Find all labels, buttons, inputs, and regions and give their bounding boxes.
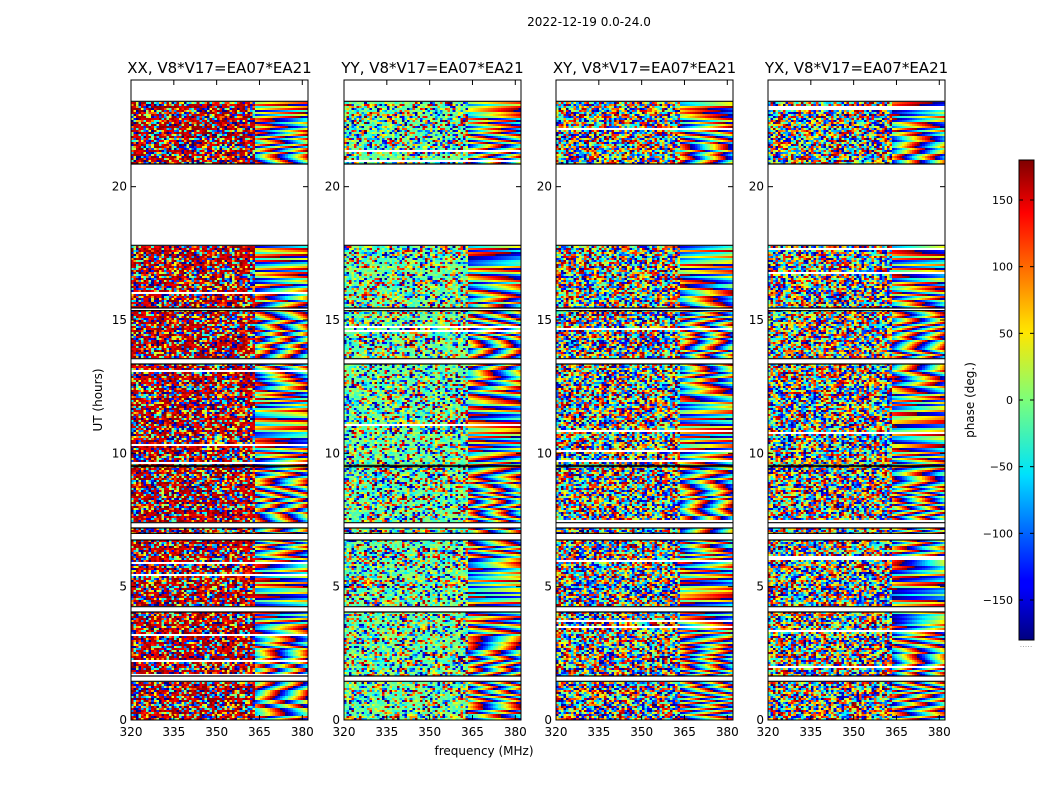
x-tick-label: 365: [461, 725, 484, 739]
x-tick-label: 365: [248, 725, 271, 739]
y-tick-label: 5: [332, 580, 340, 594]
x-tick-label: 320: [545, 725, 568, 739]
y-tick-label: 5: [756, 580, 764, 594]
heatmap-image: [131, 80, 308, 720]
figure-suptitle: 2022-12-19 0.0-24.0: [527, 15, 651, 29]
panel-title: YX, V8*V17=EA07*EA21: [764, 59, 948, 77]
x-tick-label: 350: [630, 725, 653, 739]
y-tick-label: 15: [112, 313, 127, 327]
heatmap-image: [556, 80, 733, 720]
x-tick-label: 320: [333, 725, 356, 739]
colorbar-tick-label: −100: [983, 527, 1013, 540]
y-tick-label: 0: [119, 713, 127, 727]
y-tick-label: 15: [749, 313, 764, 327]
axes-frame: [555, 79, 734, 721]
x-tick-label: 335: [587, 725, 610, 739]
x-tick-label: 350: [418, 725, 441, 739]
x-tick-label: 380: [291, 725, 314, 739]
colorbar-tick-label: −150: [983, 594, 1013, 607]
y-tick-label: 0: [756, 713, 764, 727]
panel-yy: YY, V8*V17=EA07*EA21 320 335 350 365 380 0 5 10 1…: [325, 59, 527, 739]
y-tick-label: 0: [332, 713, 340, 727]
y-tick-label: 10: [325, 446, 340, 460]
axes-frame: [130, 79, 309, 721]
colorbar-tick-label: 100: [992, 261, 1013, 274]
panel-title: XY, V8*V17=EA07*EA21: [553, 59, 736, 77]
heatmap-image: [768, 80, 945, 720]
x-tick-label: 365: [673, 725, 696, 739]
colorbar-tick-label: 50: [999, 327, 1013, 340]
axes-frame: [343, 79, 522, 721]
colorbar-tick-label: −50: [990, 461, 1013, 474]
y-tick-label: 20: [749, 180, 764, 194]
y-tick-label: 5: [119, 580, 127, 594]
colorbar-ticks: −150 −100 −50 0 50 100 150: [983, 194, 1034, 607]
y-tick-label: 20: [325, 180, 340, 194]
panels-group: XX, V8*V17=EA07*EA21 320 335 350 365 380 0 5 10 1…: [112, 59, 951, 739]
y-tick-label: 10: [749, 446, 764, 460]
x-tick-label: 335: [799, 725, 822, 739]
y-axis-label: UT (hours): [91, 368, 105, 431]
y-tick-label: 20: [112, 180, 127, 194]
heatmap-image: [344, 80, 521, 720]
y-tick-label: 15: [537, 313, 552, 327]
colorbar-tick-label: 150: [992, 194, 1013, 207]
x-tick-label: 365: [885, 725, 908, 739]
axes-frame: [767, 79, 946, 721]
y-tick-label: 10: [537, 446, 552, 460]
y-tick-label: 10: [112, 446, 127, 460]
colorbar-tick-label: 0: [1006, 394, 1013, 407]
y-tick-label: 20: [537, 180, 552, 194]
colorbar-dots: .....: [1020, 640, 1033, 649]
panel-title: YY, V8*V17=EA07*EA21: [340, 59, 523, 77]
x-tick-label: 320: [120, 725, 143, 739]
y-tick-label: 15: [325, 313, 340, 327]
x-tick-label: 350: [842, 725, 865, 739]
y-tick-label: 0: [544, 713, 552, 727]
colorbar: −150 −100 −50 0 50 100 150 phase (deg.) .....: [963, 159, 1035, 649]
x-tick-label: 335: [375, 725, 398, 739]
x-tick-label: 380: [716, 725, 739, 739]
x-tick-label: 350: [205, 725, 228, 739]
x-tick-label: 320: [757, 725, 780, 739]
x-tick-label: 380: [928, 725, 951, 739]
x-axis-label: frequency (MHz): [434, 744, 533, 758]
panel-title: XX, V8*V17=EA07*EA21: [127, 59, 311, 77]
panel-yx: YX, V8*V17=EA07*EA21 320 335 350 365 380 0 5 10 1…: [749, 59, 951, 739]
x-tick-label: 380: [504, 725, 527, 739]
panel-xx: XX, V8*V17=EA07*EA21 320 335 350 365 380 0 5 10 1…: [112, 59, 314, 739]
x-tick-label: 335: [162, 725, 185, 739]
colorbar-label: phase (deg.): [963, 362, 977, 438]
panel-xy: XY, V8*V17=EA07*EA21 320 335 350 365 380 0 5 10 1…: [537, 59, 739, 739]
y-tick-label: 5: [544, 580, 552, 594]
